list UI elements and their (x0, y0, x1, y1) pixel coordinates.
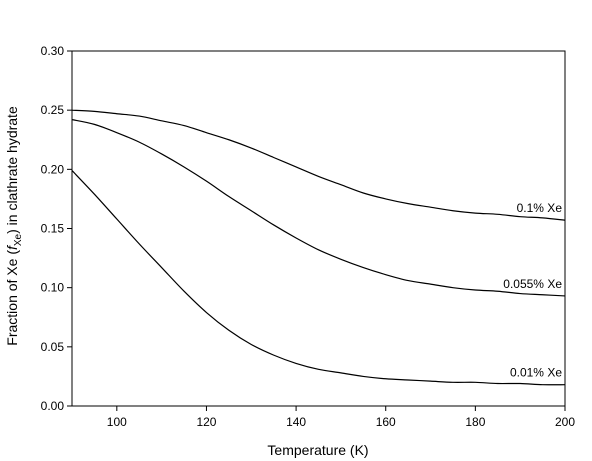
series-line-1 (71, 109, 566, 221)
y-tick-label: 0.15 (41, 222, 65, 236)
series-line-3 (71, 170, 566, 386)
y-axis-title-variable: f (4, 244, 20, 250)
y-tick-label: 0.25 (41, 103, 65, 117)
y-axis-title-suffix: ) in clathrate hydrate (4, 106, 20, 234)
x-axis: 100 120 140 160 180 200 (107, 406, 575, 429)
series-labels: 0.1% Xe 0.055% Xe 0.01% Xe (503, 201, 562, 379)
x-axis-title: Temperature (K) (267, 442, 368, 458)
y-axis-title: Fraction of Xe (fXe) in clathrate hydrat… (4, 106, 24, 346)
x-tick-label: 140 (286, 415, 306, 429)
y-tick-label: 0.05 (41, 340, 65, 354)
series-label-2: 0.055% Xe (503, 277, 562, 291)
y-tick-label: 0.30 (41, 44, 65, 58)
x-tick-label: 100 (107, 415, 127, 429)
y-axis: 0.00 0.05 0.10 0.15 0.20 0.25 0.30 (41, 44, 72, 413)
series-line-2 (71, 119, 566, 297)
x-tick-label: 120 (196, 415, 216, 429)
y-tick-label: 0.20 (41, 162, 65, 176)
series-label-1: 0.1% Xe (517, 201, 563, 215)
y-tick-label: 0.00 (41, 399, 65, 413)
x-tick-label: 180 (465, 415, 485, 429)
series-label-3: 0.01% Xe (510, 366, 562, 380)
y-tick-label: 0.10 (41, 281, 65, 295)
y-axis-title-prefix: Fraction of Xe ( (4, 250, 20, 346)
x-tick-label: 200 (555, 415, 575, 429)
y-axis-title-subscript: Xe (13, 233, 24, 246)
series-group (71, 109, 566, 386)
x-tick-label: 160 (376, 415, 396, 429)
